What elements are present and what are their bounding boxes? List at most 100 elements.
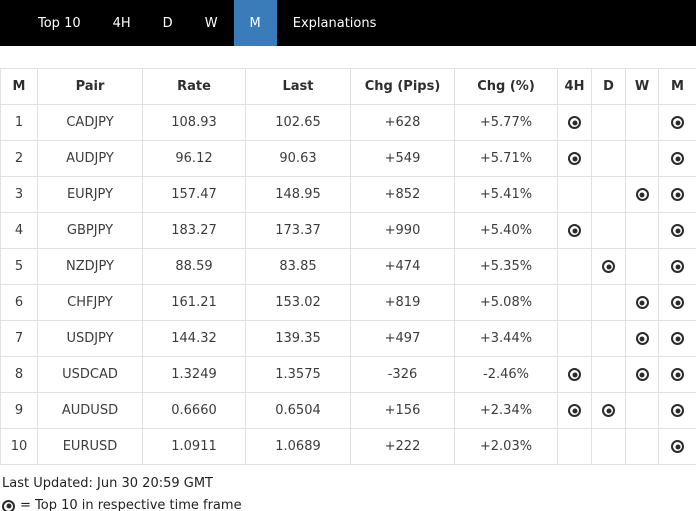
- pair-cell: NZDJPY: [37, 248, 143, 285]
- top10-table-container: M Pair Rate Last Chg (Pips) Chg (%) 4H D…: [0, 68, 696, 465]
- top10-marker-icon: [635, 368, 649, 381]
- top10-marker-icon: [568, 404, 581, 417]
- timeframe-cell-m: [658, 140, 696, 177]
- pair-cell: EURUSD: [37, 428, 143, 465]
- header-d: D: [591, 68, 626, 105]
- table-row[interactable]: 8 USDCAD 1.3249 1.3575 -326 -2.46%: [0, 356, 696, 393]
- timeframe-cell-w: [625, 392, 659, 429]
- top10-marker-icon: [602, 404, 615, 417]
- tab-explanations[interactable]: Explanations: [292, 15, 377, 31]
- pair-cell: CHFJPY: [37, 284, 143, 321]
- pair-cell: CADJPY: [37, 104, 143, 141]
- timeframe-cell-d: [591, 392, 626, 429]
- rank-cell: 3: [0, 176, 38, 213]
- tab-4h[interactable]: 4H: [112, 15, 131, 31]
- rank-cell: 2: [0, 140, 38, 177]
- chg-pct-cell: -2.46%: [454, 356, 558, 393]
- timeframe-cell-4h: [557, 392, 592, 429]
- chg-pips-cell: +852: [350, 176, 455, 213]
- top10-marker-icon: [671, 296, 684, 309]
- timeframe-cell-m: [658, 320, 696, 357]
- timeframe-cell-m: [658, 248, 696, 285]
- timeframe-cell-d: [591, 248, 626, 285]
- chg-pct-cell: +5.77%: [454, 104, 558, 141]
- timeframe-cell-4h: [557, 176, 592, 213]
- rate-cell: 0.6660: [142, 392, 246, 429]
- chg-pct-cell: +5.40%: [454, 212, 558, 249]
- rate-cell: 88.59: [142, 248, 246, 285]
- chg-pct-cell: +5.08%: [454, 284, 558, 321]
- chg-pct-cell: +3.44%: [454, 320, 558, 357]
- tab-m[interactable]: M: [233, 0, 277, 46]
- table-row[interactable]: 10 EURUSD 1.0911 1.0689 +222 +2.03%: [0, 428, 696, 465]
- table-row[interactable]: 6 CHFJPY 161.21 153.02 +819 +5.08%: [0, 284, 696, 321]
- rate-cell: 144.32: [142, 320, 246, 357]
- header-rank: M: [0, 68, 38, 105]
- table-row[interactable]: 2 AUDJPY 96.12 90.63 +549 +5.71%: [0, 140, 696, 177]
- tab-top-10[interactable]: Top 10: [38, 15, 81, 31]
- rate-cell: 96.12: [142, 140, 246, 177]
- chg-pips-cell: +819: [350, 284, 455, 321]
- timeframe-cell-4h: [557, 428, 592, 465]
- pair-cell: USDJPY: [37, 320, 143, 357]
- timeframe-cell-4h: [557, 212, 592, 249]
- rank-cell: 9: [0, 392, 38, 429]
- timeframe-cell-w: [625, 428, 659, 465]
- tab-w[interactable]: W: [204, 15, 218, 31]
- legend-line: = Top 10 in respective time frame: [2, 495, 696, 511]
- timeframe-cell-d: [591, 176, 626, 213]
- header-chg-pct: Chg (%): [454, 68, 558, 105]
- timeframe-cell-d: [591, 284, 626, 321]
- table-row[interactable]: 1 CADJPY 108.93 102.65 +628 +5.77%: [0, 104, 696, 141]
- top10-marker-icon: [635, 296, 649, 309]
- last-cell: 102.65: [245, 104, 351, 141]
- timeframe-cell-w: [625, 284, 659, 321]
- chg-pips-cell: +497: [350, 320, 455, 357]
- table-row[interactable]: 7 USDJPY 144.32 139.35 +497 +3.44%: [0, 320, 696, 357]
- rate-cell: 1.0911: [142, 428, 246, 465]
- timeframe-cell-m: [658, 392, 696, 429]
- timeframe-cell-w: [625, 140, 659, 177]
- chg-pips-cell: +990: [350, 212, 455, 249]
- timeframe-cell-w: [625, 176, 659, 213]
- last-cell: 173.37: [245, 212, 351, 249]
- rank-cell: 10: [0, 428, 38, 465]
- pair-cell: AUDJPY: [37, 140, 143, 177]
- chg-pips-cell: +474: [350, 248, 455, 285]
- last-cell: 1.0689: [245, 428, 351, 465]
- rate-cell: 161.21: [142, 284, 246, 321]
- timeframe-cell-4h: [557, 140, 592, 177]
- table-header-row: M Pair Rate Last Chg (Pips) Chg (%) 4H D…: [0, 68, 696, 105]
- timeframe-cell-m: [658, 212, 696, 249]
- chg-pips-cell: +222: [350, 428, 455, 465]
- timeframe-cell-4h: [557, 248, 592, 285]
- chg-pips-cell: +549: [350, 140, 455, 177]
- top10-marker-icon: [635, 188, 649, 201]
- table-row[interactable]: 9 AUDUSD 0.6660 0.6504 +156 +2.34%: [0, 392, 696, 429]
- timeframe-cell-d: [591, 428, 626, 465]
- chg-pips-cell: -326: [350, 356, 455, 393]
- last-updated-label: Last Updated: Jun 30 20:59 GMT: [2, 476, 214, 491]
- chg-pct-cell: +2.34%: [454, 392, 558, 429]
- header-rate: Rate: [142, 68, 246, 105]
- timeframe-cell-m: [658, 284, 696, 321]
- header-m: M: [658, 68, 696, 105]
- timeframe-cell-4h: [557, 284, 592, 321]
- chg-pct-cell: +5.35%: [454, 248, 558, 285]
- header-4h: 4H: [557, 68, 592, 105]
- pair-cell: USDCAD: [37, 356, 143, 393]
- header-pair: Pair: [37, 68, 143, 105]
- table-row[interactable]: 5 NZDJPY 88.59 83.85 +474 +5.35%: [0, 248, 696, 285]
- top10-marker-icon: [671, 260, 684, 273]
- pair-cell: GBPJPY: [37, 212, 143, 249]
- last-updated-text: Last Updated: Jun 30 20:59 GMT: [2, 473, 696, 495]
- rank-cell: 6: [0, 284, 38, 321]
- tab-d[interactable]: D: [162, 15, 173, 31]
- timeframe-cell-m: [658, 176, 696, 213]
- header-w: W: [625, 68, 659, 105]
- timeframe-cell-d: [591, 140, 626, 177]
- timeframe-cell-d: [591, 356, 626, 393]
- table-row[interactable]: 3 EURJPY 157.47 148.95 +852 +5.41%: [0, 176, 696, 213]
- table-row[interactable]: 4 GBPJPY 183.27 173.37 +990 +5.40%: [0, 212, 696, 249]
